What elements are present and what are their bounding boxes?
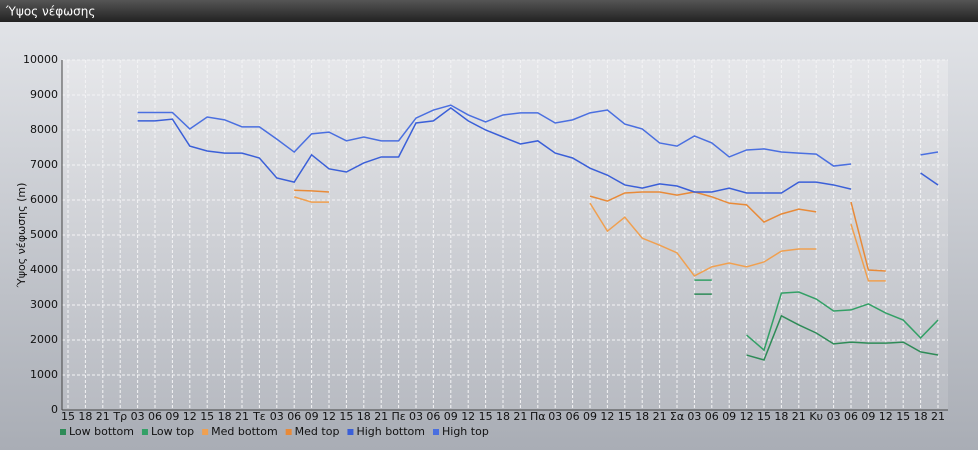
x-tick-label: 09 bbox=[722, 410, 736, 423]
x-tick-label: 12 bbox=[322, 410, 336, 423]
y-tick-label: 10000 bbox=[23, 53, 58, 66]
legend-label: Med bottom bbox=[211, 425, 278, 438]
legend-label: Med top bbox=[295, 425, 340, 438]
x-tick-label: 21 bbox=[235, 410, 249, 423]
legend-swatch bbox=[347, 429, 354, 435]
x-tick-label: Σα bbox=[670, 410, 684, 423]
y-tick-label: 5000 bbox=[30, 228, 58, 241]
x-tick-label: 06 bbox=[287, 410, 301, 423]
x-tick-label: 09 bbox=[305, 410, 319, 423]
legend-label: Low top bbox=[151, 425, 194, 438]
legend-swatch bbox=[285, 429, 292, 435]
series-line bbox=[694, 293, 939, 361]
x-tick-label: 18 bbox=[774, 410, 788, 423]
x-tick-label: 18 bbox=[218, 410, 232, 423]
x-tick-label: 15 bbox=[200, 410, 214, 423]
x-tick-label: 18 bbox=[496, 410, 510, 423]
x-tick-label: 12 bbox=[740, 410, 754, 423]
x-tick-label: 21 bbox=[653, 410, 667, 423]
y-tick-label: 9000 bbox=[30, 88, 58, 101]
legend-label: High top bbox=[442, 425, 489, 438]
x-tick-label: 03 bbox=[131, 410, 145, 423]
x-tick-label: Πε bbox=[391, 410, 405, 423]
y-tick-label: 0 bbox=[51, 403, 58, 416]
x-tick-label: 18 bbox=[635, 410, 649, 423]
x-tick-label: 06 bbox=[426, 410, 440, 423]
x-tick-label: 03 bbox=[827, 410, 841, 423]
x-tick-label: 12 bbox=[879, 410, 893, 423]
x-tick-label: Τε bbox=[252, 410, 266, 423]
x-tick-label: 15 bbox=[479, 410, 493, 423]
x-tick-label: 21 bbox=[96, 410, 110, 423]
x-tick-label: 06 bbox=[844, 410, 858, 423]
legend-label: High bottom bbox=[356, 425, 425, 438]
y-axis-label: Ύψος νέφωσης (m) bbox=[15, 183, 28, 289]
y-tick-label: 2000 bbox=[30, 333, 58, 346]
y-tick-label: 4000 bbox=[30, 263, 58, 276]
x-tick-label: 21 bbox=[513, 410, 527, 423]
x-tick-label: 06 bbox=[148, 410, 162, 423]
legend-swatch bbox=[141, 429, 148, 435]
series-line bbox=[294, 189, 886, 272]
y-tick-label: 6000 bbox=[30, 193, 58, 206]
x-tick-label: 09 bbox=[583, 410, 597, 423]
x-tick-label: 15 bbox=[618, 410, 632, 423]
x-tick-label: 21 bbox=[931, 410, 945, 423]
x-tick-label: 03 bbox=[548, 410, 562, 423]
x-tick-label: 18 bbox=[357, 410, 371, 423]
legend-swatch bbox=[202, 429, 209, 435]
legend-swatch bbox=[433, 429, 439, 435]
x-tick-label: 12 bbox=[461, 410, 475, 423]
x-tick-label: 12 bbox=[600, 410, 614, 423]
series-line bbox=[293, 196, 886, 282]
x-tick-label: 09 bbox=[165, 410, 179, 423]
x-tick-label: 09 bbox=[444, 410, 458, 423]
x-tick-label: 18 bbox=[914, 410, 928, 423]
x-tick-label: 15 bbox=[757, 410, 771, 423]
x-tick-label: 21 bbox=[374, 410, 388, 423]
x-tick-label: 18 bbox=[78, 410, 92, 423]
x-tick-label: 21 bbox=[792, 410, 806, 423]
x-tick-label: 15 bbox=[339, 410, 353, 423]
y-tick-label: 1000 bbox=[30, 368, 58, 381]
x-tick-label: 06 bbox=[566, 410, 580, 423]
x-tick-label: 03 bbox=[270, 410, 284, 423]
y-tick-label: 3000 bbox=[30, 298, 58, 311]
panel-title: Ύψος νέφωσης bbox=[5, 5, 95, 19]
x-tick-label: 06 bbox=[705, 410, 719, 423]
x-tick-label: 09 bbox=[861, 410, 875, 423]
series-line bbox=[137, 104, 939, 167]
x-tick-label: 15 bbox=[61, 410, 75, 423]
series-line bbox=[694, 279, 939, 352]
x-tick-label: Κυ bbox=[809, 410, 823, 423]
x-tick-label: 15 bbox=[896, 410, 910, 423]
legend-swatch bbox=[60, 429, 66, 435]
y-tick-label: 7000 bbox=[30, 158, 58, 171]
legend-label: Low bottom bbox=[69, 425, 134, 438]
x-tick-label: Τρ bbox=[112, 410, 127, 423]
series-line bbox=[137, 107, 939, 194]
x-tick-label: 03 bbox=[409, 410, 423, 423]
x-tick-label: 03 bbox=[687, 410, 701, 423]
x-tick-label: Πα bbox=[530, 410, 546, 423]
x-tick-label: 12 bbox=[183, 410, 197, 423]
y-tick-label: 8000 bbox=[30, 123, 58, 136]
title-bar bbox=[0, 0, 978, 22]
